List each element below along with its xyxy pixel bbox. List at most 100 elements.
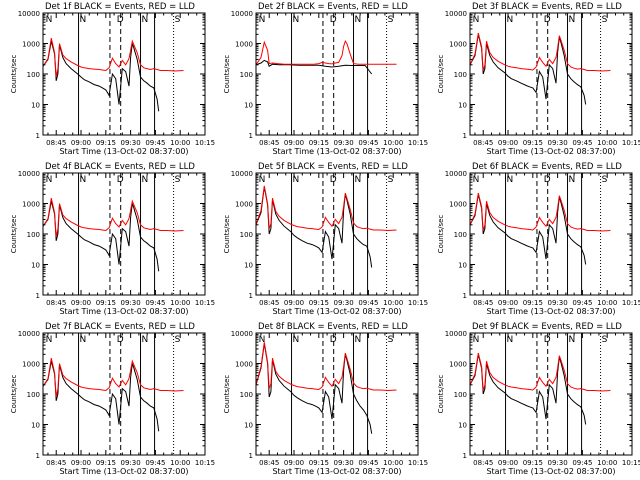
region-marker: N: [80, 335, 87, 345]
x-tick-label: 08:45: [259, 459, 279, 467]
x-tick-label: 09:15: [523, 139, 543, 147]
y-tick-label: 100: [454, 231, 467, 239]
y-tick-label: 1: [463, 132, 467, 140]
chart-title: Det 3f BLACK = Events, RED = LLD: [472, 2, 622, 12]
y-tick-label: 10: [244, 422, 253, 430]
x-tick-label: 09:15: [523, 459, 543, 467]
y-tick-label: 10000: [445, 170, 467, 178]
y-tick-label: 100: [240, 71, 253, 79]
x-tick-label: 09:45: [145, 299, 165, 307]
chart-title: Det 8f BLACK = Events, RED = LLD: [258, 322, 408, 332]
y-tick-label: 10000: [18, 10, 40, 18]
y-tick-label: 1: [249, 452, 253, 460]
x-tick-label: 09:00: [71, 299, 91, 307]
x-tick-label: 09:45: [358, 299, 378, 307]
series-line-lld: [255, 39, 397, 66]
x-tick-label: 09:45: [572, 459, 592, 467]
x-tick-label: 10:15: [408, 459, 428, 467]
y-tick-label: 1: [249, 132, 253, 140]
x-tick-label: 10:15: [408, 299, 428, 307]
region-marker: S: [175, 335, 181, 345]
chart-panel-4: Det 4f BLACK = Events, RED = LLD N N D N S 1 10…: [10, 162, 215, 316]
x-tick-label: 09:15: [96, 459, 116, 467]
y-axis-label: Counts/sec: [10, 375, 18, 414]
y-tick-label: 1000: [235, 41, 253, 49]
chart-panel-7: Det 7f BLACK = Events, RED = LLD N N D N S 1 10…: [10, 322, 215, 476]
y-tick-label: 10: [458, 262, 467, 270]
series-line-lld: [469, 32, 611, 72]
series-line-events: [255, 59, 373, 75]
region-marker: N: [355, 175, 362, 185]
x-tick-label: 08:45: [259, 299, 279, 307]
x-tick-label: 09:00: [71, 459, 91, 467]
y-axis-label: Counts/sec: [223, 375, 231, 414]
region-marker: N: [569, 335, 576, 345]
y-tick-label: 100: [454, 391, 467, 399]
axes-frame: [42, 12, 206, 136]
region-marker: N: [473, 175, 480, 185]
region-marker: N: [142, 335, 149, 345]
region-marker: D: [544, 335, 551, 345]
axes-frame: [469, 332, 633, 456]
x-tick-label: 09:30: [334, 299, 354, 307]
x-tick-label: 09:45: [572, 299, 592, 307]
series-line-lld: [255, 185, 397, 232]
chart-title: Det 4f BLACK = Events, RED = LLD: [45, 162, 195, 172]
axes-frame: [42, 172, 206, 296]
y-tick-label: 1: [36, 132, 40, 140]
x-axis-label: Start Time (13-Oct-02 08:37:00): [272, 147, 401, 156]
x-tick-label: 10:15: [622, 139, 640, 147]
chart-panel-1: Det 1f BLACK = Events, RED = LLD N N D N S 1 10…: [10, 2, 215, 156]
axes-frame: [469, 12, 633, 136]
x-tick-label: 09:30: [548, 139, 568, 147]
y-tick-label: 10: [244, 102, 253, 110]
x-tick-label: 08:45: [46, 299, 66, 307]
y-tick-label: 100: [27, 231, 40, 239]
chart-title: Det 2f BLACK = Events, RED = LLD: [258, 2, 408, 12]
y-tick-label: 100: [240, 391, 253, 399]
x-tick-label: 10:00: [383, 459, 403, 467]
series-line-lld: [42, 357, 184, 398]
region-marker: N: [80, 15, 87, 25]
chart-panel-8: Det 8f BLACK = Events, RED = LLD N N D N S 1 10…: [223, 322, 428, 476]
region-marker: D: [117, 175, 124, 185]
x-tick-label: 09:45: [358, 139, 378, 147]
y-tick-label: 100: [240, 231, 253, 239]
y-tick-label: 100: [454, 71, 467, 79]
series-line-lld: [42, 197, 184, 238]
x-axis-label: Start Time (13-Oct-02 08:37:00): [272, 467, 401, 476]
x-tick-label: 09:00: [284, 299, 304, 307]
region-marker: S: [602, 175, 608, 185]
y-axis-label: Counts/sec: [437, 55, 445, 94]
y-tick-label: 10: [458, 422, 467, 430]
x-tick-label: 09:00: [498, 139, 518, 147]
y-tick-label: 10: [31, 102, 40, 110]
series-line-events: [255, 186, 373, 268]
region-marker: D: [117, 335, 124, 345]
region-marker: D: [330, 15, 337, 25]
x-tick-label: 09:00: [284, 459, 304, 467]
x-tick-label: 10:15: [195, 139, 215, 147]
y-tick-label: 1: [249, 292, 253, 300]
x-tick-label: 08:45: [259, 139, 279, 147]
x-tick-label: 10:00: [597, 459, 617, 467]
x-tick-label: 09:45: [358, 459, 378, 467]
x-tick-label: 10:15: [622, 459, 640, 467]
x-tick-label: 09:00: [71, 139, 91, 147]
y-tick-label: 1: [36, 452, 40, 460]
region-marker: N: [569, 15, 576, 25]
x-tick-label: 10:00: [170, 459, 190, 467]
x-tick-label: 09:15: [309, 139, 329, 147]
y-tick-label: 100: [27, 391, 40, 399]
x-tick-label: 09:15: [96, 139, 116, 147]
y-axis-label: Counts/sec: [437, 375, 445, 414]
axes-frame: [42, 332, 206, 456]
axes-frame: [255, 172, 419, 296]
x-tick-label: 09:30: [334, 459, 354, 467]
x-tick-label: 09:15: [96, 299, 116, 307]
region-marker: N: [259, 335, 266, 345]
y-axis-label: Counts/sec: [223, 215, 231, 254]
x-axis-label: Start Time (13-Oct-02 08:37:00): [486, 307, 615, 316]
x-tick-label: 10:15: [622, 299, 640, 307]
